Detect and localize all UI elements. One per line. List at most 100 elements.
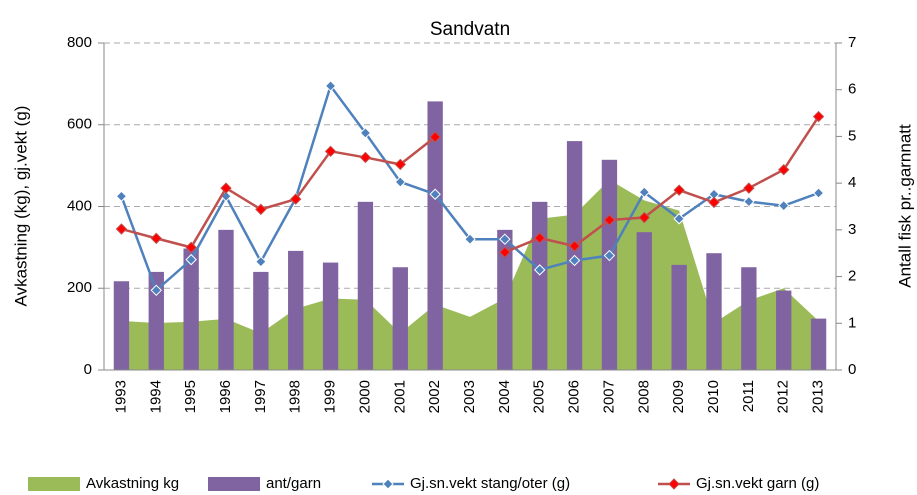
bar: [392, 267, 408, 370]
y-tick-label: 400: [67, 197, 92, 214]
x-tick-label: 1996: [217, 380, 234, 413]
bar: [183, 248, 199, 370]
legend-label: Gj.sn.vekt garn (g): [696, 475, 819, 492]
bar: [113, 281, 130, 370]
y-tick-label: 600: [67, 116, 92, 133]
marker: [638, 186, 650, 198]
x-tick-label: 2006: [566, 380, 583, 413]
line: [121, 115, 820, 254]
marker: [464, 233, 476, 245]
bar: [427, 101, 443, 371]
x-tick-label: 2012: [775, 380, 792, 413]
marker: [220, 182, 232, 194]
y2-tick-label: 5: [848, 127, 856, 144]
marker: [185, 253, 197, 266]
y2-tick-label: 1: [848, 314, 856, 331]
marker: [499, 246, 511, 258]
x-tick-label: 1995: [182, 380, 199, 413]
marker: [568, 240, 581, 252]
legend-label: Gj.sn.vekt stang/oter (g): [410, 475, 570, 492]
marker: [359, 151, 372, 164]
marker: [150, 284, 162, 297]
x-tick-label: 2001: [391, 380, 408, 413]
marker: [534, 264, 546, 276]
y-tick-label: 0: [84, 361, 92, 378]
marker: [708, 196, 720, 209]
y2-tick-label: 2: [848, 268, 856, 285]
bar: [218, 229, 234, 370]
bar: [253, 271, 269, 370]
x-tick-label: 1998: [287, 380, 304, 413]
marker: [394, 176, 406, 188]
bar: [322, 262, 339, 370]
bar: [741, 267, 757, 370]
x-tick-label: 2005: [531, 380, 548, 413]
bar: [671, 264, 687, 370]
marker: [185, 241, 197, 254]
y2-tick-label: 3: [848, 221, 856, 238]
x-tick-label: 1999: [322, 380, 339, 413]
marker: [115, 190, 128, 202]
marker: [534, 232, 546, 244]
x-tick-label: 2002: [426, 380, 443, 413]
x-tick-label: 2007: [600, 380, 617, 413]
bar: [706, 253, 722, 370]
y2-tick-label: 6: [848, 81, 856, 98]
y2-tick-label: 4: [848, 174, 856, 191]
marker: [778, 199, 790, 212]
bar: [497, 229, 513, 370]
y2-tick-label: 0: [848, 361, 856, 378]
x-tick-label: 2000: [356, 380, 373, 413]
x-tick-label: 2008: [635, 380, 652, 413]
marker: [429, 188, 441, 200]
marker: [359, 127, 372, 139]
marker: [673, 213, 685, 225]
legend-swatch: [28, 477, 80, 491]
marker: [603, 214, 616, 226]
marker: [324, 80, 337, 92]
x-tick-label: 1997: [252, 380, 269, 413]
bar: [636, 232, 652, 370]
marker: [290, 193, 302, 205]
y2-axis-title: Antall fisk pr..garnnatt: [895, 124, 914, 288]
bar: [288, 250, 304, 370]
legend-swatch: [208, 477, 260, 491]
marker: [673, 184, 685, 196]
marker: [812, 187, 825, 199]
bar: [601, 159, 618, 370]
marker: [638, 211, 650, 224]
x-tick-label: 2004: [496, 380, 513, 413]
marker: [115, 223, 128, 235]
marker: [255, 255, 267, 268]
x-tick-label: 2010: [705, 380, 722, 413]
marker: [429, 131, 441, 143]
legend-label: Avkastning kg: [86, 475, 179, 492]
y2-tick-label: 7: [848, 34, 856, 51]
y-tick-label: 200: [67, 279, 92, 296]
marker: [743, 182, 755, 194]
x-tick-label: 1994: [147, 380, 164, 413]
legend-label: ant/garn: [266, 475, 321, 492]
legend-swatch: [668, 478, 680, 490]
y-tick-label: 800: [67, 34, 92, 51]
legend-swatch: [382, 478, 394, 490]
marker: [603, 249, 616, 262]
x-tick-label: 1993: [112, 380, 129, 413]
x-tick-label: 2009: [670, 380, 687, 413]
marker: [568, 254, 581, 267]
marker: [255, 203, 267, 216]
x-tick-label: 2011: [740, 380, 757, 412]
y-axis-title: Avkastning (kg), gj.vekt (g): [11, 106, 30, 307]
bar: [357, 201, 374, 370]
x-tick-label: 2013: [810, 380, 827, 413]
marker: [324, 145, 337, 158]
marker: [743, 195, 755, 208]
bar: [810, 318, 827, 370]
bar: [532, 201, 548, 370]
chart-title: Sandvatn: [430, 19, 510, 40]
marker: [812, 110, 825, 123]
marker: [150, 232, 162, 245]
marker: [778, 164, 790, 176]
marker: [394, 158, 406, 171]
